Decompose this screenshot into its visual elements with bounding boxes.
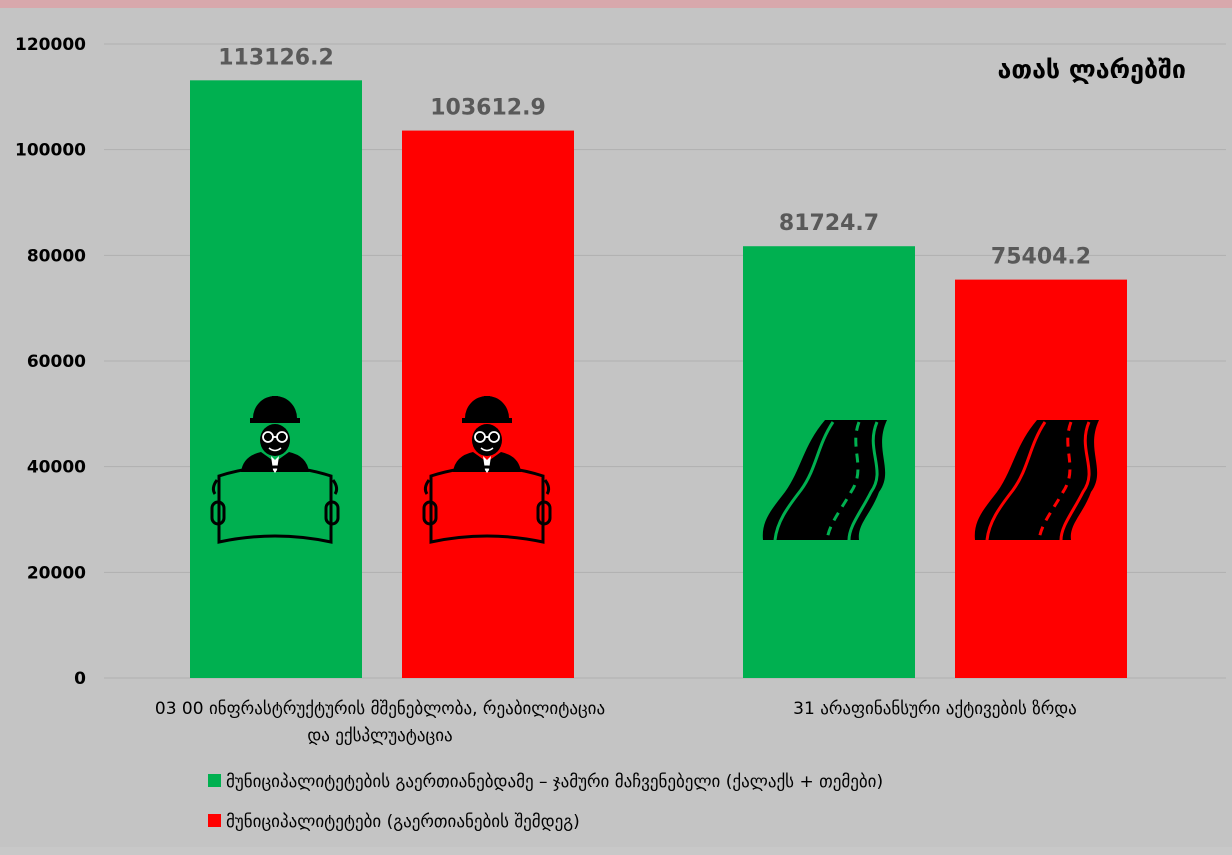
legend-entry: მუნიციპალიტეტები (გაერთიანების შემდეგ) — [226, 812, 580, 832]
y-tick-label: 40000 — [27, 458, 86, 478]
category-label: და ექსპლუატაცია — [307, 726, 452, 746]
y-tick-label: 20000 — [27, 563, 86, 583]
y-tick-label: 100000 — [15, 141, 86, 161]
y-axis: 0 20000 40000 60000 80000 100000 120000 — [15, 35, 86, 689]
unit-label: ათას ლარებში — [998, 55, 1186, 84]
legend: მუნიციპალიტეტების გაერთიანებდამე – ჯამურ… — [208, 772, 883, 832]
bar-chart: 0 20000 40000 60000 80000 100000 120000 113126… — [15, 35, 1226, 832]
y-tick-label: 60000 — [27, 352, 86, 372]
data-label: 81724.7 — [779, 211, 879, 236]
y-tick-label: 80000 — [27, 246, 86, 266]
data-label: 113126.2 — [218, 45, 334, 70]
legend-entry: მუნიციპალიტეტების გაერთიანებდამე – ჯამურ… — [226, 772, 883, 792]
category-label: 31 არაფინანსური აქტივების ზრდა — [793, 699, 1077, 719]
legend-swatch — [208, 814, 221, 827]
legend-swatch — [208, 774, 221, 787]
bar — [190, 80, 362, 678]
y-tick-label: 120000 — [15, 35, 86, 55]
y-tick-label: 0 — [74, 669, 86, 689]
bars — [190, 80, 1127, 679]
category-label: 03 00 ინფრასტრუქტურის მშენებლობა, რეაბილ… — [155, 699, 605, 719]
data-label: 75404.2 — [991, 245, 1091, 270]
data-label: 103612.9 — [430, 96, 546, 121]
x-axis: 03 00 ინფრასტრუქტურის მშენებლობა, რეაბილ… — [155, 699, 1077, 746]
data-labels: 113126.2 81724.7 103612.9 75404.2 — [218, 45, 1091, 269]
